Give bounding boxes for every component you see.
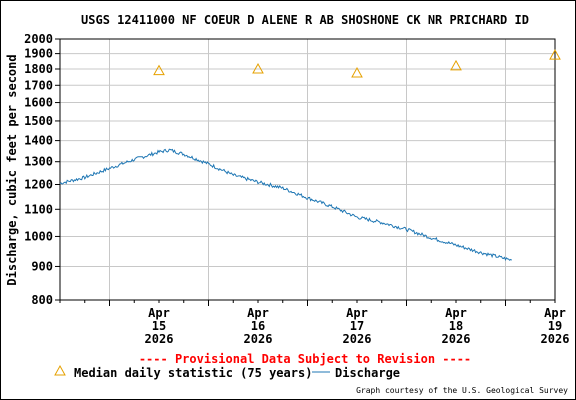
x-tick-label: 17 [350,319,364,333]
median-point [351,66,363,78]
y-tick-label: 1900 [24,47,53,61]
x-tick-label: Apr [148,306,170,320]
x-tick-label: Apr [445,306,467,320]
y-tick-label: 900 [31,259,53,273]
median-point [549,49,561,60]
x-tick-label: 19 [548,319,562,333]
provisional-note: ---- Provisional Data Subject to Revisio… [139,352,471,366]
x-tick-label: Apr [346,306,368,320]
y-axis-label: Discharge, cubic feet per second [5,54,19,285]
x-tick-label: 2026 [442,332,471,346]
x-tick-label: 16 [251,319,265,333]
series [59,49,561,261]
discharge-line [59,148,512,261]
x-tick-label: 15 [152,319,166,333]
legend-discharge-label: Discharge [335,366,400,380]
median-point [153,64,165,76]
x-tick-label: 2026 [145,332,174,346]
x-tick-label: 2026 [343,332,372,346]
graph-credit: Graph courtesy of the U.S. Geological Su… [356,386,568,395]
y-axis-ticks: 800 900 1000 1100 1200 1300 1400 1500 1600 1700 18… [24,32,60,307]
y-tick-label: 1300 [24,155,53,169]
median-point [252,62,264,74]
x-tick-label: 2026 [541,332,570,346]
legend-median-triangle-icon [54,364,66,376]
grid [60,38,555,301]
y-tick-label: 1200 [24,178,53,192]
y-tick-label: 2000 [24,32,53,46]
x-tick-label: Apr [544,306,566,320]
median-point [450,59,462,71]
y-tick-label: 1700 [24,78,53,92]
x-axis-ticks: Apr152026Apr162026Apr172026Apr182026Apr1… [59,300,570,346]
x-tick-label: 18 [449,319,463,333]
y-tick-label: 1800 [24,62,53,76]
legend: Median daily statistic (75 years) Discha… [54,364,400,380]
y-tick-label: 1600 [24,96,53,110]
y-tick-label: 1100 [24,202,53,216]
x-tick-label: 2026 [244,332,273,346]
y-tick-label: 800 [31,293,53,307]
y-tick-label: 1000 [24,229,53,243]
y-tick-label: 1500 [24,114,53,128]
legend-median-label: Median daily statistic (75 years) [74,366,312,380]
x-tick-label: Apr [247,306,269,320]
y-tick-label: 1400 [24,134,53,148]
chart-title: USGS 12411000 NF COEUR D ALENE R AB SHOS… [81,13,529,27]
